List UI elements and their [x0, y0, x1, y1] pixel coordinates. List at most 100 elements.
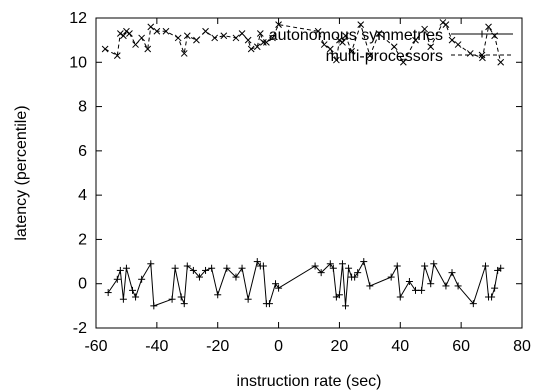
- legend-label: autonomous symmetries: [269, 27, 443, 44]
- data-point: [263, 39, 270, 46]
- data-point: [412, 36, 419, 44]
- data-point: [113, 275, 121, 283]
- data-point: [238, 264, 246, 272]
- data-point: [399, 58, 407, 66]
- data-point: [129, 286, 137, 294]
- data-point: [320, 41, 328, 48]
- x-tick-label: 40: [391, 338, 409, 355]
- legend: autonomous symmetries multi-processors: [269, 27, 513, 65]
- data-point: [269, 34, 276, 42]
- y-tick-label: 10: [69, 54, 87, 71]
- x-tick-label: 20: [331, 338, 349, 355]
- data-point: [180, 300, 188, 308]
- data-point: [478, 30, 486, 38]
- data-point: [469, 300, 477, 308]
- data-point: [366, 52, 374, 59]
- data-point: [214, 291, 222, 299]
- data-point: [265, 300, 273, 308]
- series-2: [101, 19, 505, 66]
- data-point: [138, 34, 145, 42]
- data-point: [162, 27, 170, 35]
- axis-ticks: [95, 17, 523, 329]
- data-point: [177, 293, 185, 301]
- y-tick-label: 4: [78, 187, 87, 204]
- data-point: [132, 293, 140, 301]
- data-point: [393, 262, 401, 270]
- data-point: [351, 273, 359, 281]
- data-point: [481, 262, 489, 270]
- data-point: [329, 264, 337, 272]
- data-point: [326, 260, 334, 268]
- data-point: [147, 260, 155, 268]
- data-point: [119, 295, 127, 303]
- x-tick-label: -40: [145, 338, 168, 355]
- plot-frame: [95, 17, 523, 329]
- data-point: [120, 32, 127, 40]
- data-point: [202, 27, 209, 35]
- data-point: [183, 32, 191, 40]
- y-tick-label: 0: [78, 276, 87, 293]
- y-tick-label: 12: [69, 10, 87, 27]
- data-point: [311, 262, 319, 270]
- data-point: [454, 282, 462, 290]
- data-point: [348, 47, 355, 55]
- data-point: [448, 36, 456, 44]
- data-point: [104, 289, 112, 297]
- data-point: [116, 266, 124, 274]
- data-point: [147, 23, 155, 31]
- series-layer: [101, 19, 505, 310]
- data-point: [448, 269, 456, 277]
- data-point: [335, 291, 343, 299]
- data-point: [357, 21, 365, 28]
- data-point: [153, 27, 161, 35]
- data-point: [180, 50, 188, 57]
- data-point: [126, 30, 133, 37]
- data-point: [333, 56, 340, 64]
- data-point: [211, 34, 219, 42]
- data-point: [466, 50, 474, 57]
- data-point: [238, 30, 246, 37]
- data-point: [442, 21, 450, 28]
- data-point: [244, 36, 252, 44]
- data-point: [317, 269, 325, 277]
- data-point: [259, 262, 267, 270]
- data-point: [439, 19, 447, 26]
- y-axis-label: latency (percentile): [13, 105, 30, 240]
- data-point: [150, 302, 158, 310]
- data-point: [174, 34, 182, 42]
- data-point: [421, 25, 428, 33]
- data-point: [183, 262, 191, 270]
- data-point: [488, 293, 496, 301]
- data-point: [193, 36, 200, 44]
- data-point: [427, 43, 435, 51]
- data-point: [375, 30, 383, 37]
- data-point: [101, 45, 109, 53]
- data-point: [387, 273, 395, 281]
- data-point: [478, 51, 486, 59]
- data-point: [144, 45, 152, 53]
- data-point: [244, 295, 252, 303]
- data-point: [253, 43, 261, 51]
- data-point: [253, 258, 261, 266]
- legend-label: multi-processors: [326, 48, 443, 65]
- data-point: [360, 258, 368, 266]
- data-point: [189, 266, 197, 274]
- data-point: [366, 282, 374, 290]
- y-tick-label: -2: [73, 320, 87, 337]
- x-tick-label: 60: [452, 338, 470, 355]
- data-point: [354, 269, 362, 277]
- data-point: [342, 32, 349, 40]
- data-point: [326, 45, 334, 53]
- data-point: [122, 264, 130, 272]
- data-point: [247, 45, 255, 53]
- data-point: [418, 286, 426, 294]
- data-point: [202, 266, 210, 274]
- data-point: [491, 284, 499, 292]
- data-point: [168, 295, 176, 303]
- data-point: [232, 273, 240, 281]
- data-point: [208, 264, 216, 272]
- x-tick-label: -60: [84, 338, 107, 355]
- y-tick-label: 6: [78, 143, 87, 160]
- data-point: [220, 32, 228, 40]
- data-point: [138, 275, 146, 283]
